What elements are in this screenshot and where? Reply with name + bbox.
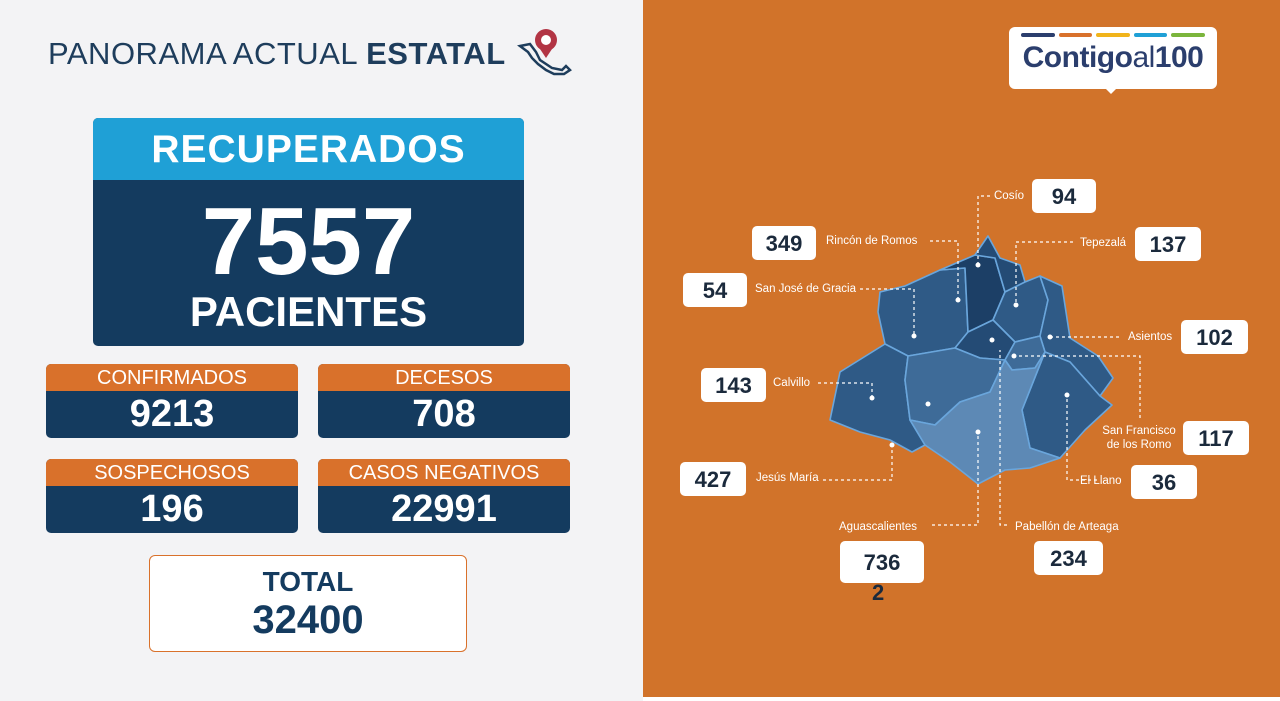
marker-dot	[1064, 392, 1070, 398]
recovered-value: 7557	[201, 188, 416, 295]
marker-dot	[925, 401, 931, 407]
leader-pabellon	[999, 350, 1007, 526]
marker-dot	[889, 442, 895, 448]
stat-label: SOSPECHOSOS	[46, 459, 298, 486]
logo-bar	[1096, 33, 1130, 37]
stat-label: DECESOS	[318, 364, 570, 391]
stat-value: 708	[412, 393, 476, 435]
logo-color-bars	[1021, 33, 1205, 37]
stat-card-suspected: SOSPECHOSOS 196	[46, 459, 298, 533]
leader-aguascalientes	[932, 432, 979, 526]
municipio-name-rincon-de-romos: Rincón de Romos	[826, 235, 918, 247]
region-san-jose-de-gracia	[877, 267, 969, 357]
leader-tepezala	[1015, 241, 1073, 305]
leader-sanfrancisco	[1014, 355, 1141, 418]
municipio-value-calvillo: 143	[701, 368, 766, 402]
marker-dot	[989, 337, 995, 343]
leader-rincon	[930, 240, 959, 300]
leader-sanjose	[860, 288, 915, 336]
municipio-value-tepezala: 137	[1135, 227, 1201, 261]
marker-dot	[869, 395, 875, 401]
municipio-name-san-francisco: San Francisco de los Romo	[1102, 425, 1176, 451]
logo-bar	[1058, 33, 1093, 37]
municipio-value-rincon-de-romos: 349	[752, 226, 816, 260]
municipio-value-cosio: 94	[1032, 179, 1096, 213]
leader-cosio	[977, 195, 990, 265]
logo-bar	[1133, 33, 1168, 37]
recovered-unit: PACIENTES	[189, 288, 428, 335]
mexico-map-pin-icon	[517, 29, 572, 76]
total-card: TOTAL 32400	[149, 555, 467, 652]
stat-label: CASOS NEGATIVOS	[318, 459, 570, 486]
logo-bar	[1171, 33, 1205, 37]
municipio-name-pabellon-de-arteaga: Pabellón de Arteaga	[1015, 521, 1119, 533]
recovered-card: RECUPERADOS 7557 PACIENTES	[93, 118, 524, 346]
stat-card-negative: CASOS NEGATIVOS 22991	[318, 459, 570, 533]
marker-dot	[1047, 334, 1053, 340]
municipio-name-jesus-maria: Jesús María	[756, 472, 819, 484]
title-light: PANORAMA ACTUAL	[48, 36, 357, 71]
municipio-name-asientos: Asientos	[1128, 331, 1173, 343]
municipio-value-aguascalientes-extra: 2	[872, 580, 885, 605]
logo-speech-tail	[1103, 86, 1119, 94]
recovered-label: RECUPERADOS	[93, 118, 524, 180]
page-title: PANORAMA ACTUAL ESTATAL	[48, 36, 506, 72]
stat-card-confirmed: CONFIRMADOS 9213	[46, 364, 298, 438]
logo-bar	[1021, 33, 1055, 37]
summary-panel: PANORAMA ACTUAL ESTATAL RECUPERADOS 7557…	[0, 0, 643, 701]
municipio-name-el-llano: El Llano	[1080, 475, 1122, 487]
total-label: TOTAL	[262, 566, 354, 597]
logo-word-al: al	[1132, 41, 1155, 74]
stat-label: CONFIRMADOS	[46, 364, 298, 391]
municipio-name-san-jose-de-gracia: San José de Gracia	[755, 283, 857, 295]
municipio-value-el-llano: 36	[1131, 465, 1197, 499]
total-value: 32400	[252, 598, 364, 642]
stat-value: 22991	[391, 488, 497, 530]
region-cosio	[974, 235, 1026, 293]
leader-jesusmaria	[823, 445, 893, 481]
municipio-name-calvillo: Calvillo	[773, 377, 811, 389]
stat-card-deaths: DECESOS 708	[318, 364, 570, 438]
logo-text: Contigoal100	[1009, 41, 1217, 75]
logo-word-contigo: Contigo	[1022, 41, 1133, 74]
stat-value: 9213	[129, 393, 215, 435]
stat-value: 196	[140, 488, 204, 530]
municipio-value-jesus-maria: 427	[680, 462, 746, 496]
marker-dot	[975, 429, 981, 435]
municipio-name-tepezala: Tepezalá	[1080, 237, 1127, 249]
marker-dot	[911, 333, 917, 339]
contigo-al-100-logo: Contigoal100	[1009, 27, 1217, 89]
municipio-value-san-jose-de-gracia: 54	[683, 273, 747, 307]
municipio-name-cosio: Cosío	[994, 190, 1025, 202]
logo-word-100: 100	[1154, 41, 1204, 74]
municipio-value-san-francisco: 117	[1183, 421, 1249, 455]
leader-calvillo	[818, 382, 873, 398]
marker-dot	[975, 262, 981, 268]
municipio-name-aguascalientes: Aguascalientes	[839, 521, 917, 533]
municipio-value-asientos: 102	[1181, 320, 1248, 354]
leader-elllano	[1066, 395, 1097, 481]
region-aguascalientes	[909, 351, 1061, 485]
municipio-value-aguascalientes: 736	[840, 541, 924, 583]
title-bold: ESTATAL	[366, 36, 506, 71]
municipio-value-pabellon-de-arteaga: 234	[1034, 541, 1103, 575]
marker-dot	[955, 297, 961, 303]
marker-dot	[1011, 353, 1017, 359]
marker-dot	[1013, 302, 1019, 308]
